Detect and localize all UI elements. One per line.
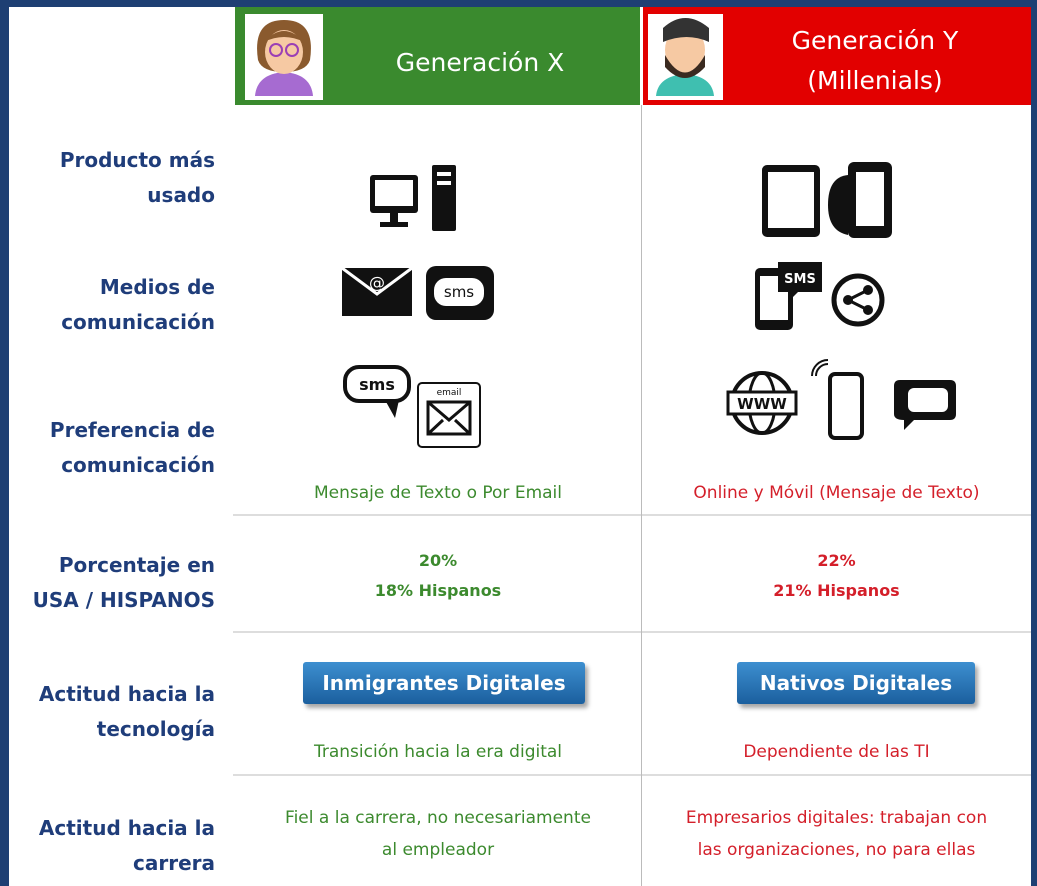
row-label: usado [147, 183, 215, 207]
svg-text:SMS: SMS [784, 272, 816, 287]
avatar-x [245, 14, 323, 100]
row-label: Preferencia de [49, 418, 215, 442]
badge: Nativos Digitales [737, 662, 975, 704]
cell-text: Dependiente de las TI [743, 742, 930, 762]
row-label: USA / HISPANOS [32, 588, 215, 612]
cell-text: Mensaje de Texto o Por Email [313, 483, 562, 503]
row-label: carrera [132, 851, 215, 875]
icons-y: SMS WWW [726, 162, 956, 440]
svg-text:@: @ [369, 273, 385, 292]
cell-text: Empresarios digitales: trabajan con [685, 808, 988, 828]
avatar-y [648, 14, 723, 100]
cell-text: las organizaciones, no para ellas [697, 840, 976, 860]
cell-text: 21% Hispanos [773, 581, 900, 600]
svg-text:WWW: WWW [737, 395, 787, 413]
column-title: (Millenials) [807, 66, 943, 95]
row-label: Actitud hacia la [38, 682, 215, 706]
cell-text: Online y Móvil (Mensaje de Texto) [693, 483, 980, 503]
cell-text: 20% [418, 551, 458, 570]
cell-text: 18% Hispanos [374, 581, 502, 600]
svg-text:email: email [437, 388, 462, 398]
cell-text: Fiel a la carrera, no necesariamente [285, 808, 591, 828]
row-label: Medios de [99, 275, 215, 299]
cell-text: al empleador [381, 840, 495, 860]
row-label: Producto más [59, 148, 215, 172]
cell-text: 22% [817, 551, 856, 570]
row-label: comunicación [61, 310, 215, 334]
row-label: comunicación [61, 453, 215, 477]
icons-x: @ sms sms email [341, 165, 494, 448]
row-label: Porcentaje en [58, 553, 215, 577]
svg-text:sms: sms [444, 283, 474, 301]
cell-text: Transición hacia la era digital [313, 742, 563, 762]
column-title: Generación X [395, 48, 565, 77]
row-label: Actitud hacia la [38, 816, 215, 840]
svg-text:sms: sms [359, 375, 395, 394]
row-label: tecnología [96, 717, 215, 741]
badge: Inmigrantes Digitales [303, 662, 585, 704]
column-title: Generación Y [791, 26, 959, 55]
